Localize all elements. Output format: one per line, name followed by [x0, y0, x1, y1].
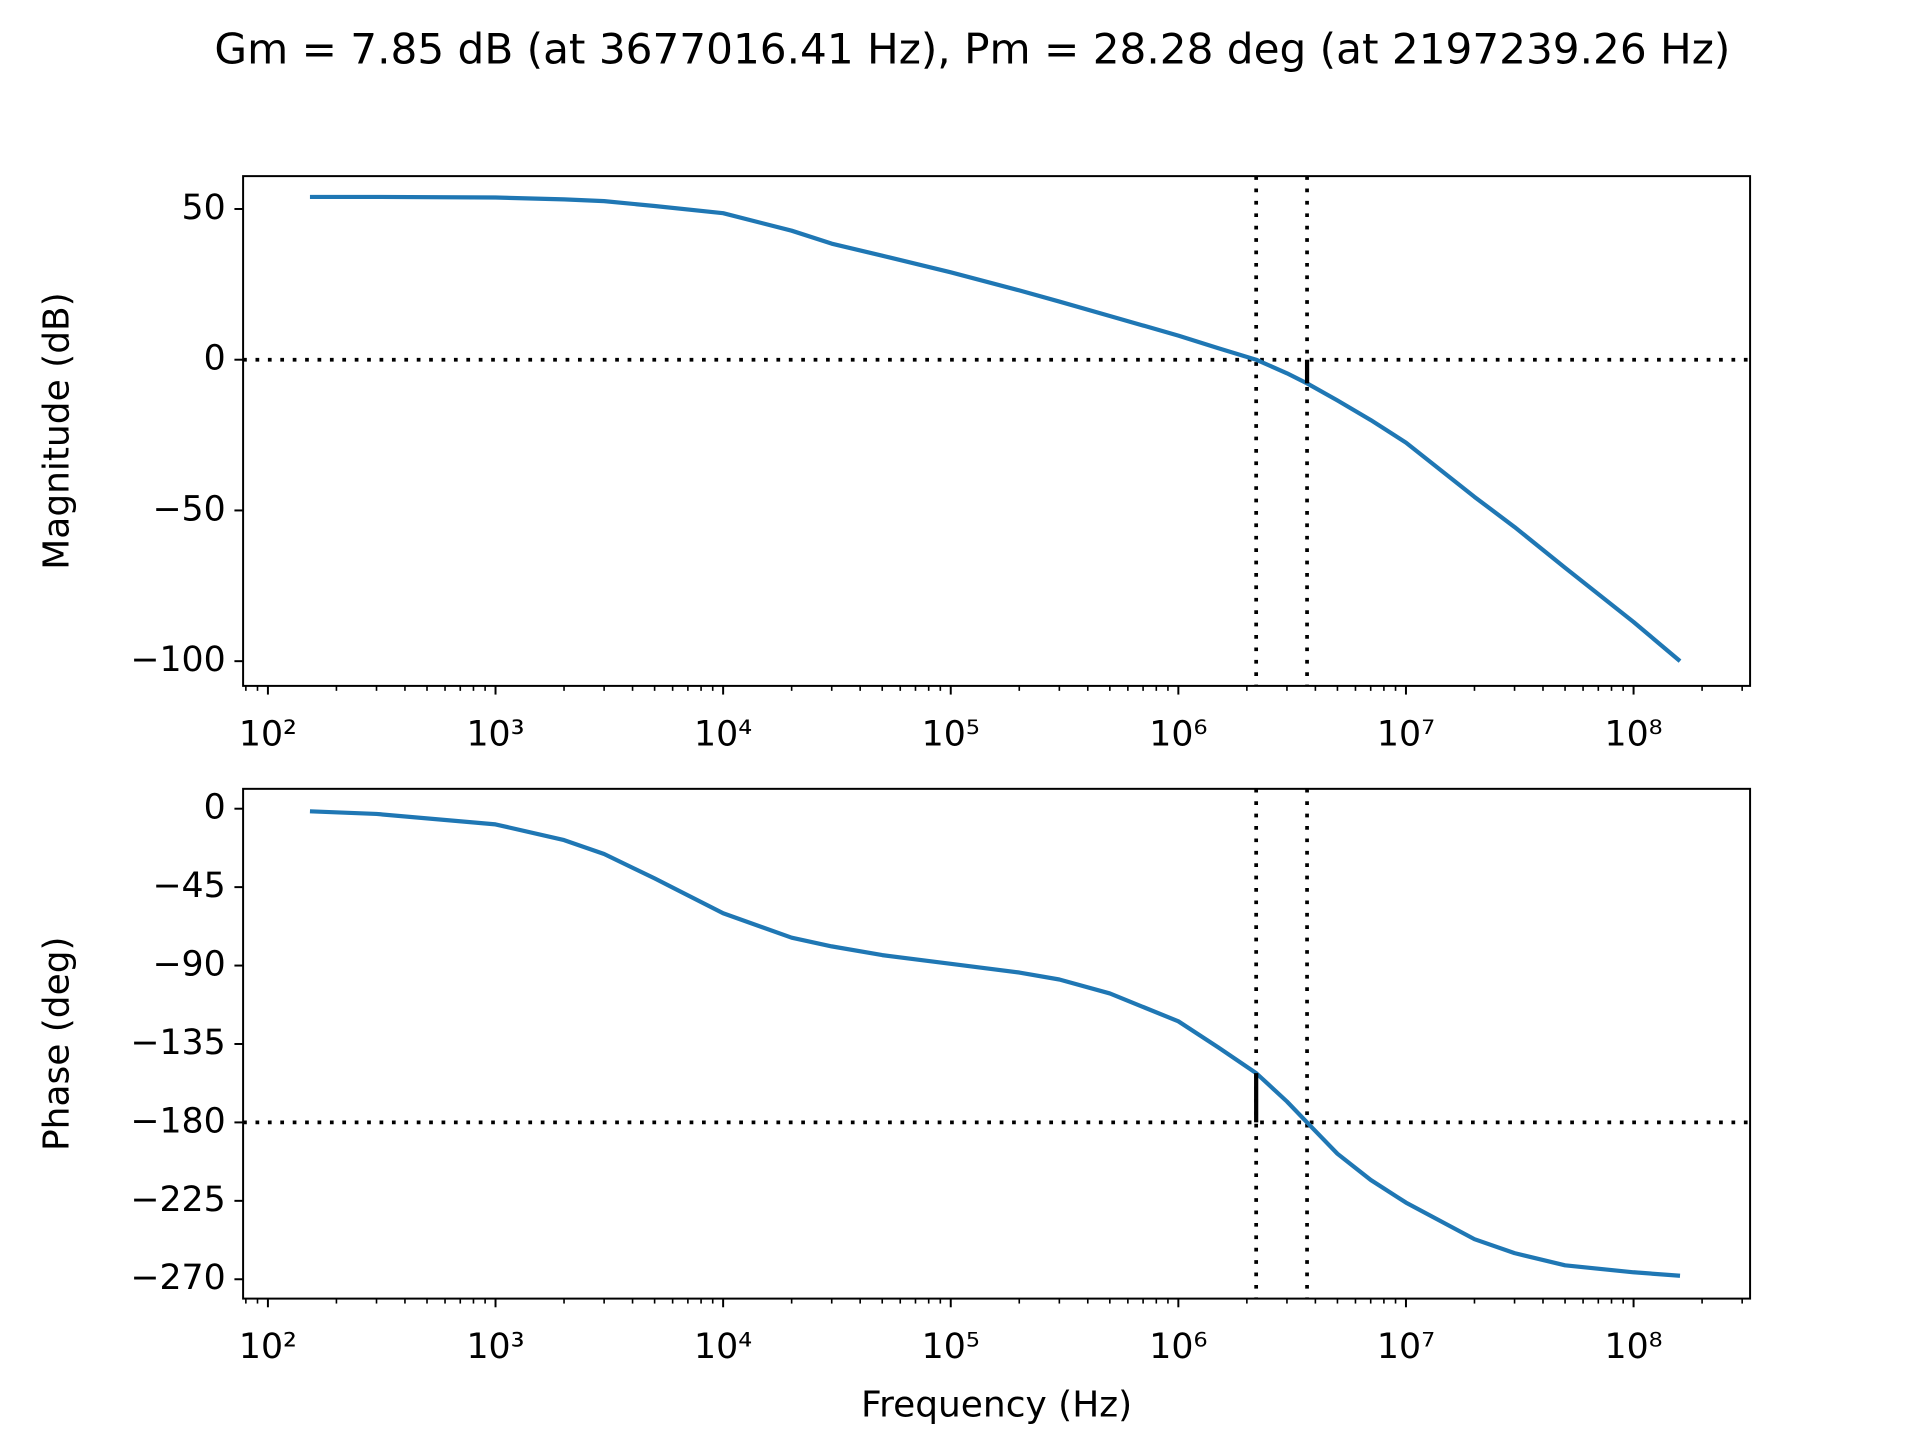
- x-tick-label: 10⁷: [1377, 715, 1435, 755]
- y-tick-label: 50: [182, 188, 226, 228]
- panel: 10² 10³ 10⁴ 10⁵ 10⁶ 10⁷ 10⁸ −100 −50 0 50 Magnitude…: [36, 175, 1752, 755]
- y-axis-label: Phase (deg): [36, 936, 77, 1151]
- axes-frame: [242, 175, 1752, 687]
- y-axis-label: Magnitude (dB): [36, 292, 77, 569]
- y-tick-label: 0: [204, 788, 226, 828]
- curve: [309, 194, 1682, 663]
- chart-title: Gm = 7.85 dB (at 3677016.41 Hz), Pm = 28…: [214, 25, 1730, 74]
- x-tick-label: 10⁶: [1149, 715, 1207, 755]
- x-tick-label: 10⁴: [694, 1327, 752, 1367]
- x-tick-label: 10³: [466, 1327, 524, 1367]
- y-tick-label: −45: [152, 866, 225, 906]
- y-tick-label: −225: [130, 1180, 225, 1220]
- x-tick-label: 10⁸: [1605, 715, 1663, 755]
- x-tick-label: 10⁸: [1605, 1327, 1663, 1367]
- x-tick-label: 10⁵: [922, 1327, 980, 1367]
- panel: 10² 10³ 10⁴ 10⁵ 10⁶ 10⁷ 10⁸ 0 −45 −90 −135 −180 −225…: [36, 787, 1752, 1426]
- y-tick-label: 0: [204, 339, 226, 379]
- x-tick-label: 10²: [239, 1327, 297, 1367]
- y-tick-label: −50: [152, 489, 225, 529]
- x-tick-label: 10³: [466, 715, 524, 755]
- axes-frame: [242, 787, 1752, 1300]
- y-tick-label: −180: [130, 1101, 225, 1141]
- x-tick-label: 10⁵: [922, 715, 980, 755]
- x-tick-label: 10⁷: [1377, 1327, 1435, 1367]
- x-axis-label: Frequency (Hz): [861, 1385, 1132, 1426]
- y-tick-label: −100: [130, 640, 225, 680]
- curve: [309, 809, 1681, 1278]
- y-tick-label: −270: [130, 1258, 225, 1298]
- y-tick-label: −135: [130, 1023, 225, 1063]
- y-tick-label: −90: [152, 945, 225, 985]
- x-tick-label: 10⁴: [694, 715, 752, 755]
- x-tick-label: 10²: [239, 715, 297, 755]
- x-tick-label: 10⁶: [1149, 1327, 1207, 1367]
